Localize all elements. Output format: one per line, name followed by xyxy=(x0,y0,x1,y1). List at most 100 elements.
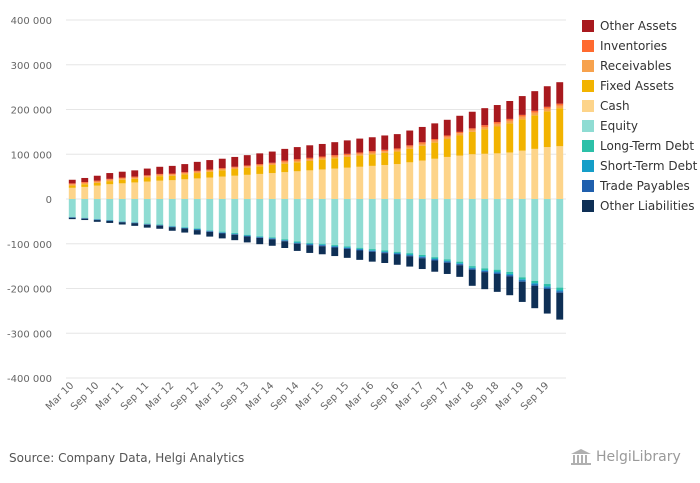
bar-segment-receivables xyxy=(156,174,164,177)
bar-segment-short-term-debt xyxy=(293,242,301,244)
legend-label: Long-Term Debt xyxy=(600,139,695,153)
bar-segment-other-assets xyxy=(343,140,351,154)
x-tick-label: Sep 19 xyxy=(519,380,551,412)
bar-segment-inventories xyxy=(543,106,551,109)
bar-segment-equity xyxy=(168,199,176,226)
bar-segment-fixed-assets xyxy=(393,151,401,165)
bar-segment-cash xyxy=(468,154,476,199)
bar-segment-cash xyxy=(281,172,289,199)
bar-segment-short-term-debt xyxy=(393,252,401,254)
bar-segment-inventories xyxy=(143,175,151,177)
bar-segment-other-liabilities xyxy=(181,228,189,233)
bar-segment-cash xyxy=(306,170,314,199)
bar-segment-trade-payables xyxy=(306,244,314,246)
bar-segment-inventories xyxy=(156,173,164,175)
legend-swatch xyxy=(582,160,594,172)
bar-segment-fixed-assets xyxy=(443,139,451,157)
bar-segment-other-liabilities xyxy=(556,292,564,320)
source-note: Source: Company Data, Helgi Analytics xyxy=(9,451,245,465)
bar-segment-receivables xyxy=(456,133,464,136)
legend-item[interactable]: Trade Payables xyxy=(582,176,697,196)
legend-item[interactable]: Other Assets xyxy=(582,16,697,36)
bar-segment-fixed-assets xyxy=(206,171,214,178)
legend-item[interactable]: Long-Term Debt xyxy=(582,136,697,156)
bar-segment-inventories xyxy=(293,159,301,161)
bar-segment-receivables xyxy=(543,108,551,112)
legend-swatch xyxy=(582,20,594,32)
bar-segment-short-term-debt xyxy=(506,273,514,276)
bar-segment-receivables xyxy=(318,157,326,160)
y-tick-label: 100 000 xyxy=(11,150,52,161)
bar-segment-inventories xyxy=(556,103,564,106)
bar-segment-trade-payables xyxy=(493,272,501,274)
bar-segment-receivables xyxy=(281,161,289,164)
bar-segment-equity xyxy=(518,199,526,278)
bar-segment-inventories xyxy=(318,156,326,158)
legend-item[interactable]: Cash xyxy=(582,96,697,116)
bar-segment-equity xyxy=(268,199,276,238)
bar-segment-equity xyxy=(468,199,476,267)
legend-item[interactable]: Other Liabilities xyxy=(582,196,697,216)
bar-segment-other-assets xyxy=(531,91,539,111)
bar-segment-other-assets xyxy=(556,82,564,104)
bar-segment-cash xyxy=(118,183,126,199)
bar-segment-inventories xyxy=(518,114,526,117)
bar-segment-long-term-debt xyxy=(281,239,289,241)
bar-segment-equity xyxy=(556,199,564,288)
bar-segment-trade-payables xyxy=(418,257,426,259)
bar-segment-fixed-assets xyxy=(268,164,276,174)
bar-segment-equity xyxy=(293,199,301,242)
y-tick-label: -200 000 xyxy=(7,285,52,296)
bar-segment-cash xyxy=(93,185,101,199)
bar-segment-trade-payables xyxy=(356,249,364,251)
bar-segment-trade-payables xyxy=(531,284,539,286)
bar-segment-receivables xyxy=(443,136,451,140)
bar-segment-other-liabilities xyxy=(518,281,526,302)
bar-segment-long-term-debt xyxy=(368,249,376,251)
bar-segment-other-assets xyxy=(431,123,439,140)
bar-segment-other-assets xyxy=(281,148,289,161)
bar-segment-receivables xyxy=(68,184,76,186)
bar-segment-inventories xyxy=(256,164,264,165)
legend-item[interactable]: Short-Term Debt xyxy=(582,156,697,176)
bar-segment-other-assets xyxy=(193,161,201,171)
bar-segment-other-assets xyxy=(368,137,376,152)
bar-segment-fixed-assets xyxy=(456,135,464,156)
bar-segment-trade-payables xyxy=(281,240,289,242)
bar-segment-other-assets xyxy=(93,175,101,181)
bar-segment-other-assets xyxy=(143,168,151,176)
bar-segment-other-assets xyxy=(181,164,189,173)
bar-segment-cash xyxy=(218,176,226,200)
bar-segment-fixed-assets xyxy=(243,167,251,175)
bar-segment-fixed-assets xyxy=(331,158,339,169)
bar-segment-other-assets xyxy=(206,160,214,170)
bar-segment-trade-payables xyxy=(231,234,239,235)
bar-segment-long-term-debt xyxy=(343,246,351,248)
bar-segment-inventories xyxy=(443,135,451,137)
bar-segment-cash xyxy=(518,150,526,199)
bar-segment-cash xyxy=(206,177,214,199)
legend-label: Short-Term Debt xyxy=(600,159,698,173)
legend-item[interactable]: Inventories xyxy=(582,36,697,56)
legend-item[interactable]: Equity xyxy=(582,116,697,136)
bar-segment-other-assets xyxy=(131,170,139,177)
bar-segment-short-term-debt xyxy=(443,260,451,262)
bar-segment-long-term-debt xyxy=(306,242,314,244)
legend-label: Other Assets xyxy=(600,19,677,33)
bar-segment-cash xyxy=(106,184,114,199)
bar-segment-fixed-assets xyxy=(281,163,289,173)
bar-segment-receivables xyxy=(468,129,476,132)
bar-segment-equity xyxy=(93,199,101,220)
bar-segment-receivables xyxy=(406,146,414,149)
legend-item[interactable]: Fixed Assets xyxy=(582,76,697,96)
legend-item[interactable]: Receivables xyxy=(582,56,697,76)
bar-segment-other-liabilities xyxy=(318,246,326,255)
legend-label: Other Liabilities xyxy=(600,199,695,213)
bar-segment-fixed-assets xyxy=(68,185,76,188)
bar-segment-other-liabilities xyxy=(443,262,451,274)
bar-segment-cash xyxy=(531,148,539,199)
bar-segment-trade-payables xyxy=(268,238,276,240)
bar-segment-long-term-debt xyxy=(518,277,526,280)
bar-segment-inventories xyxy=(331,155,339,157)
bar-segment-cash xyxy=(406,162,414,199)
